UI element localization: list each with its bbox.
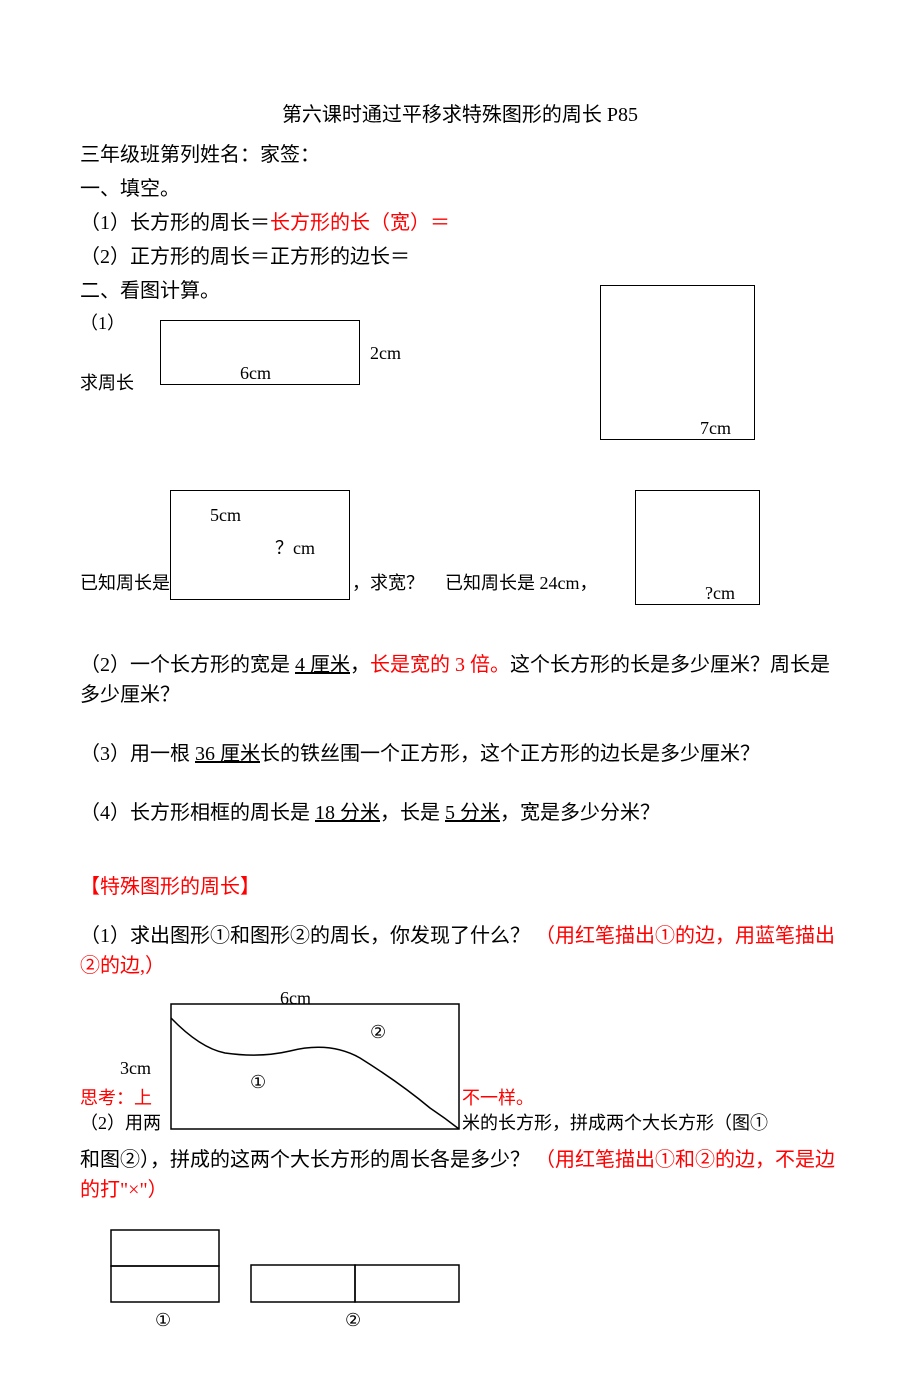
shape-1-svg: [110, 1229, 220, 1304]
q2-b: ，: [350, 654, 370, 676]
outer-rect: [171, 1004, 459, 1129]
square-1: [600, 285, 755, 440]
sp1-a: （1）求出图形①和图形②的周长，你发现了什么？: [80, 925, 530, 947]
question-3: （3）用一根 36 厘米长的铁丝围一个正方形，这个正方形的边长是多少厘米？: [80, 739, 840, 769]
think-b: 不一样。: [462, 1085, 534, 1112]
q3-underline-36cm: 36 厘米: [195, 743, 260, 765]
q4-c: ，宽是多少分米？: [500, 802, 660, 824]
q4-underline-18dm: 18 分米: [315, 802, 380, 824]
circle-2-text: ②: [370, 1022, 386, 1042]
q4-a: （4）长方形相框的周长是: [80, 802, 315, 824]
q4-underline-5dm: 5 分米: [445, 802, 500, 824]
label-5cm: 5cm: [210, 502, 241, 529]
q2-a: （2）一个长方形的宽是: [80, 654, 295, 676]
q1b-mid-text: ，求宽？: [352, 570, 424, 597]
sp2-cont-text: 和图②），拼成的这两个大长方形的周长各是多少？: [80, 1149, 530, 1171]
wave-rectangle-svg: ① ②: [170, 1003, 460, 1133]
shape2-label: ②: [345, 1307, 361, 1334]
label-7cm: 7cm: [700, 415, 731, 442]
q1b-left-text: 已知周长是: [80, 570, 170, 597]
fill-2: （2）正方形的周长＝正方形的边长＝: [80, 242, 840, 272]
sp2-a: （2）用两: [80, 1110, 161, 1137]
wave-figure-area: 6cm 3cm ① ② 思考：上 不一样。 （2）用两 米的长方形，拼成两个大长…: [80, 985, 840, 1145]
q4-b: ，长是: [380, 802, 445, 824]
fill1-text-b: 长方形的长（宽）＝: [270, 212, 450, 234]
square-2: [635, 490, 760, 605]
figure-group-2: 5cm ？cm 已知周长是 ，求宽？ 已知周长是 24cm， ?cm: [80, 490, 840, 620]
rectangle-2: [170, 490, 350, 600]
section-a-title: 一、填空。: [80, 174, 840, 204]
label-2cm: 2cm: [370, 340, 401, 367]
header-line: 三年级班第列姓名：家签：: [80, 140, 840, 170]
page-title: 第六课时通过平移求特殊图形的周长 P85: [80, 100, 840, 130]
question-2: （2）一个长方形的宽是 4 厘米，长是宽的 3 倍。这个长方形的长是多少厘米？周…: [80, 650, 840, 710]
think-a: 思考：上: [80, 1085, 152, 1112]
sp2-b-partial: 米的长方形，拼成两个大长方形（图①: [462, 1110, 840, 1137]
fill1-text-a: （1）长方形的周长＝: [80, 212, 270, 234]
q2-underline-4cm: 4 厘米: [295, 654, 350, 676]
q3-b: 长的铁丝围一个正方形，这个正方形的边长是多少厘米？: [260, 743, 760, 765]
question-4: （4）长方形相框的周长是 18 分米，长是 5 分米，宽是多少分米？: [80, 798, 840, 828]
special-q1: （1）求出图形①和图形②的周长，你发现了什么？ （用红笔描出①的边，用蓝笔描出②…: [80, 921, 840, 981]
sp2-continuation: 和图②），拼成的这两个大长方形的周长各是多少？ （用红笔描出①和②的边，不是边的…: [80, 1145, 840, 1205]
label-qcm-1: ？cm: [275, 535, 315, 562]
label-qcm-2: ?cm: [705, 580, 735, 607]
q1-perimeter-text: 求周长: [80, 370, 134, 397]
fill-1: （1）长方形的周长＝长方形的长（宽）＝: [80, 208, 840, 238]
figure-group-1: （1） 6cm 2cm 求周长 7cm: [80, 310, 840, 480]
sp1-3cm-label: 3cm: [120, 1055, 151, 1082]
shape-2-svg: [250, 1264, 460, 1304]
q3-a: （3）用一根: [80, 743, 195, 765]
circle-1-text: ①: [250, 1072, 266, 1092]
label-6cm: 6cm: [240, 360, 271, 387]
combined-shapes-area: ① ②: [80, 1229, 840, 1349]
q1b-right-text: 已知周长是 24cm，: [445, 570, 598, 597]
shape1-label: ①: [155, 1307, 171, 1334]
q2-red: 长是宽的 3 倍。: [370, 654, 510, 676]
q1-label: （1）: [80, 310, 125, 337]
special-title: 【特殊图形的周长】: [80, 872, 840, 902]
